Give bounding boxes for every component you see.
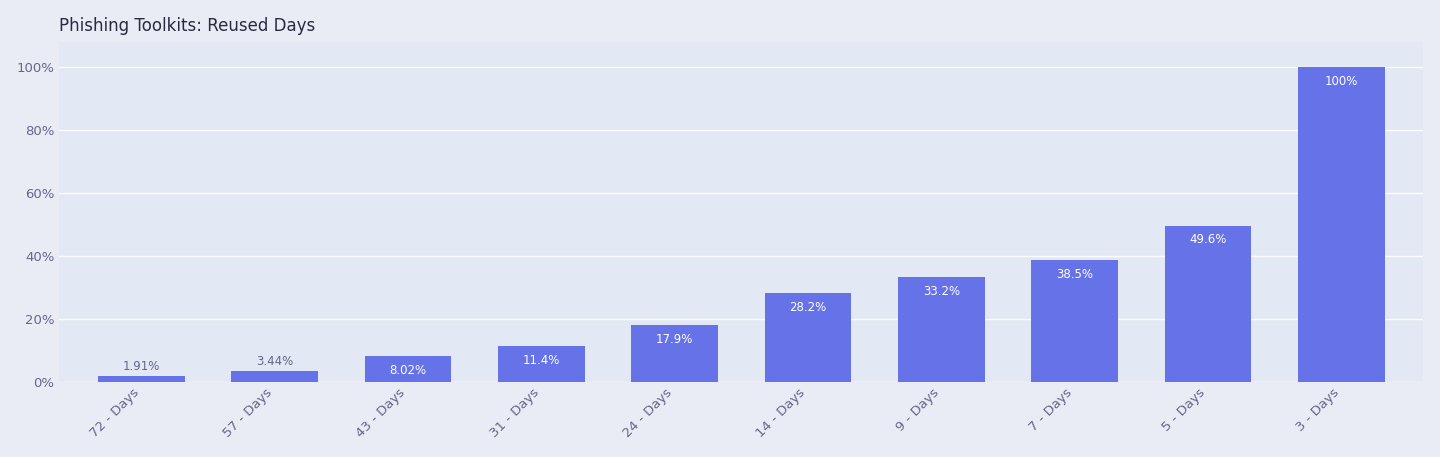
Bar — [1165, 225, 1251, 382]
Text: 49.6%: 49.6% — [1189, 234, 1227, 246]
Text: 100%: 100% — [1325, 75, 1358, 88]
Text: 17.9%: 17.9% — [657, 333, 694, 346]
Bar — [1297, 67, 1385, 382]
Text: Phishing Toolkits: Reused Days: Phishing Toolkits: Reused Days — [59, 16, 315, 35]
Text: 3.44%: 3.44% — [256, 355, 294, 368]
Text: 28.2%: 28.2% — [789, 301, 827, 314]
Bar — [98, 376, 184, 382]
Text: 11.4%: 11.4% — [523, 354, 560, 367]
Text: 1.91%: 1.91% — [122, 360, 160, 373]
Bar — [631, 325, 719, 382]
Text: 38.5%: 38.5% — [1056, 268, 1093, 282]
Bar — [364, 356, 451, 382]
Bar — [232, 371, 318, 382]
Text: 33.2%: 33.2% — [923, 285, 960, 298]
Text: 8.02%: 8.02% — [389, 364, 426, 377]
Bar — [498, 345, 585, 382]
Bar — [899, 277, 985, 382]
Bar — [1031, 260, 1117, 382]
Bar — [765, 293, 851, 382]
